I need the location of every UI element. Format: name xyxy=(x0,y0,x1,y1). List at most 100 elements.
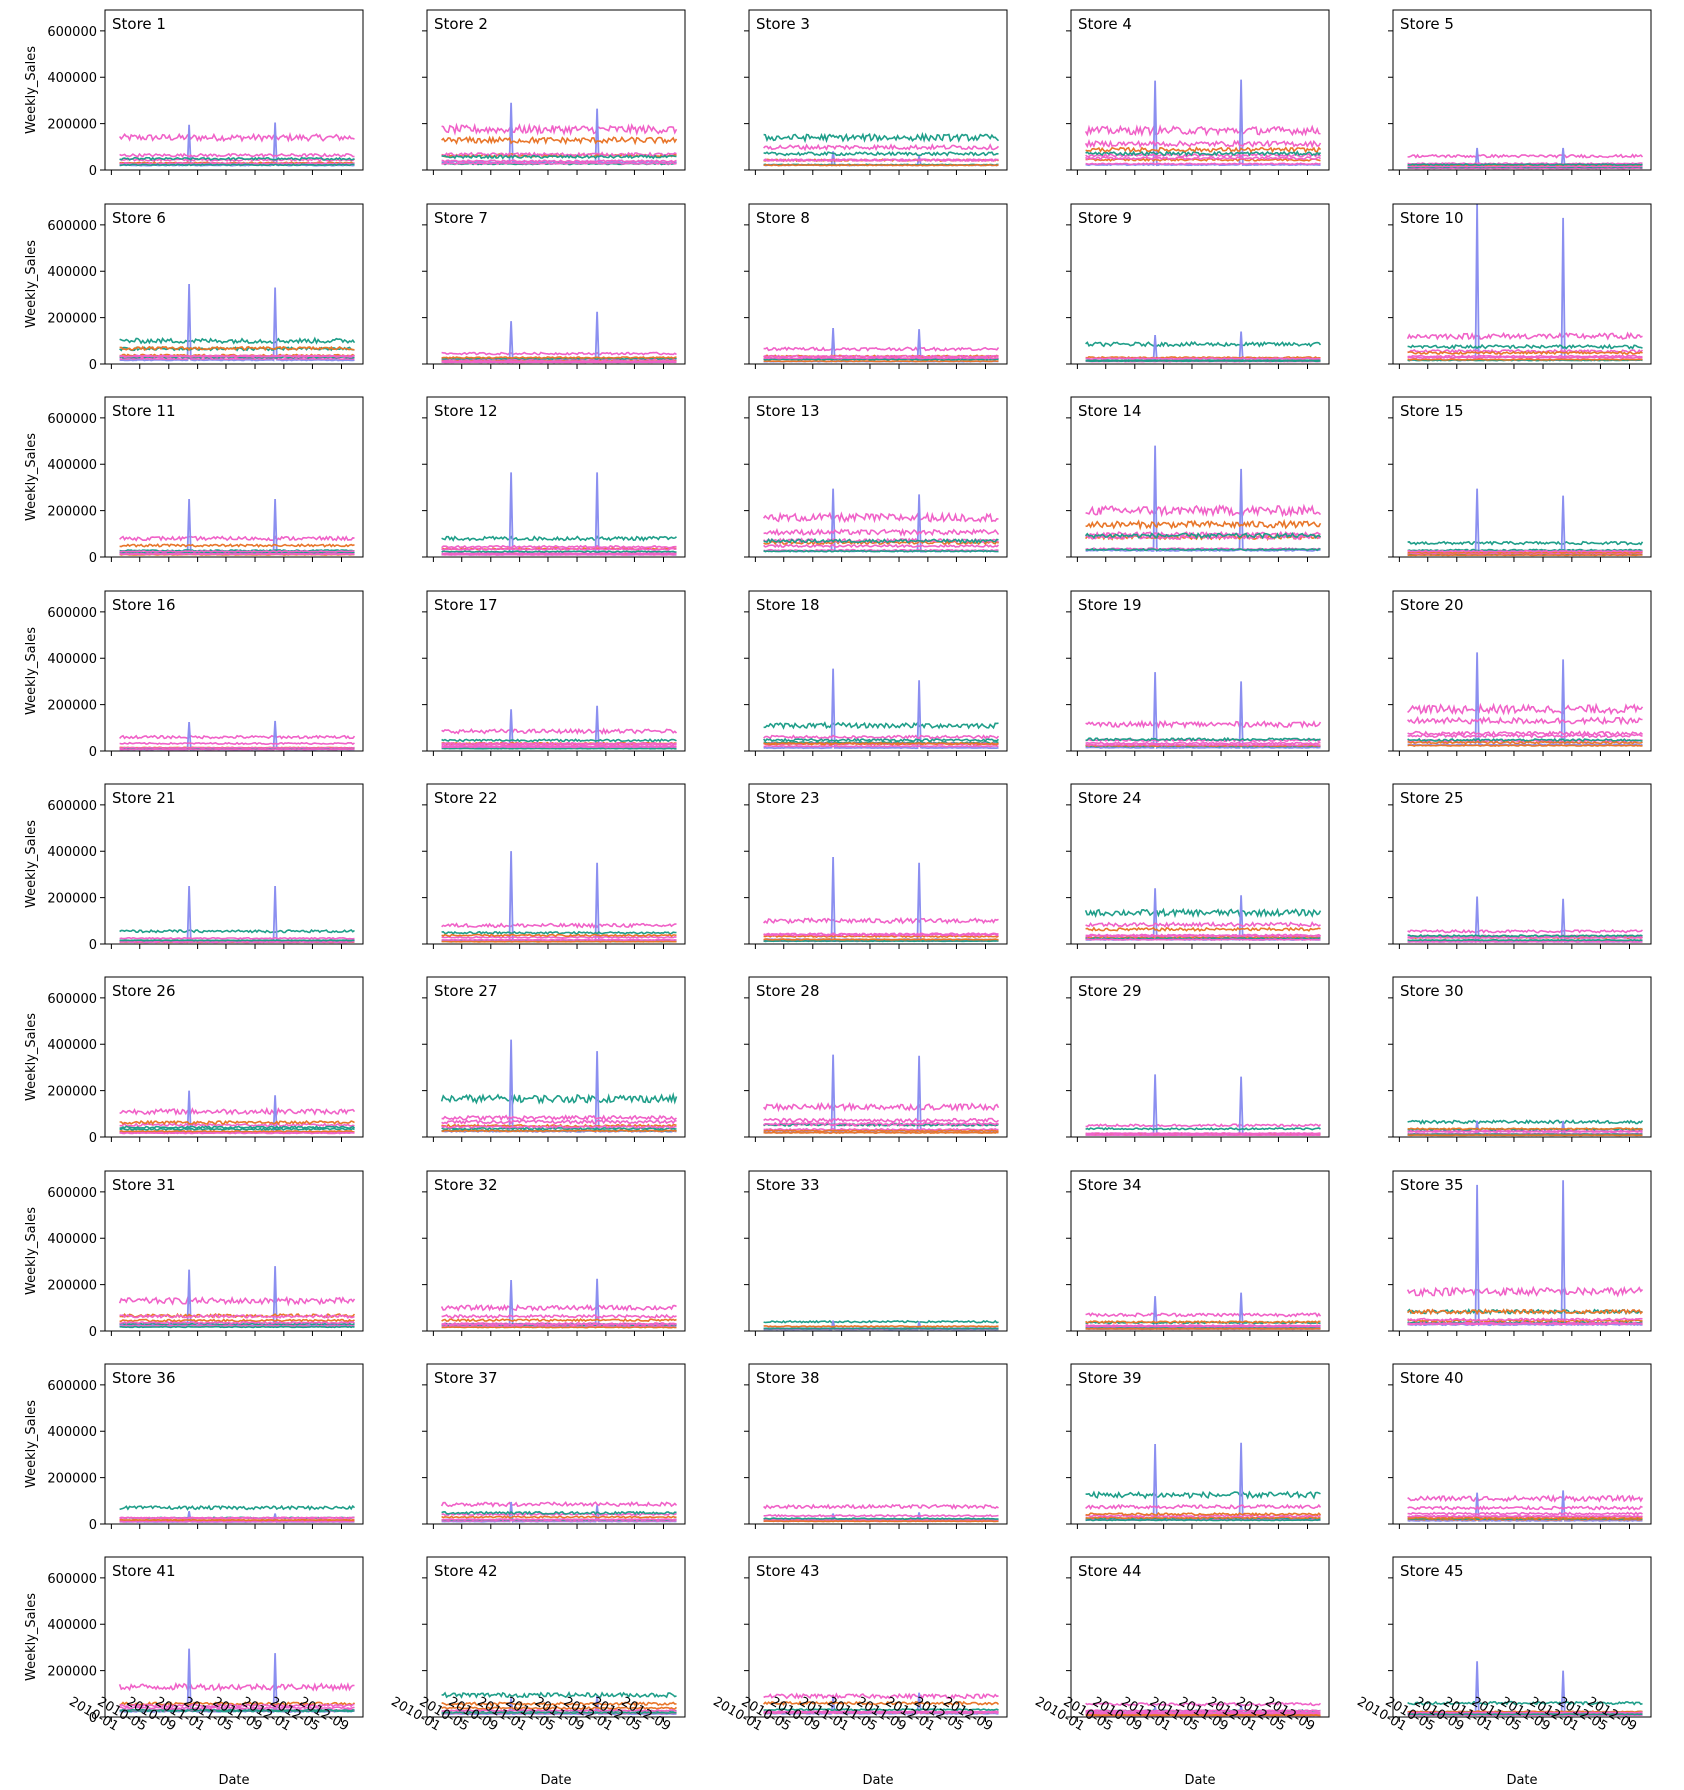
axes-frame xyxy=(104,783,364,945)
series-line xyxy=(1085,743,1321,747)
subplot-store-9: Store 9 xyxy=(1066,203,1330,369)
subplot-store-37: Store 37 xyxy=(422,1363,686,1529)
subplot-title: Store 21 xyxy=(112,789,176,807)
axes-frame xyxy=(104,1363,364,1525)
y-tick-label: 0 xyxy=(89,164,97,179)
series-line xyxy=(1407,733,1643,739)
series-group xyxy=(1406,1180,1644,1327)
series-line xyxy=(763,354,999,359)
axes-frame xyxy=(748,783,1008,945)
series-line xyxy=(1407,165,1643,168)
series-group xyxy=(1407,1661,1643,1717)
series-line xyxy=(763,143,1000,152)
series-line xyxy=(119,741,355,746)
series-line xyxy=(1085,359,1321,363)
axes-frame xyxy=(1070,203,1330,365)
subplot-store-21: Store 21 0 200000 400000 600000 Weekly_Sales xyxy=(24,783,364,953)
subplot-store-12: Store 12 xyxy=(422,396,686,562)
y-tick-label: 0 xyxy=(89,1711,97,1726)
subplot-store-34: Store 34 xyxy=(1066,1170,1330,1336)
series-line xyxy=(1084,155,1322,161)
axes-frame xyxy=(748,590,1008,752)
series-group xyxy=(118,122,356,167)
series-group xyxy=(1085,1701,1322,1717)
series-line xyxy=(1084,531,1322,540)
series-line xyxy=(763,1517,999,1520)
y-tick-label: 600000 xyxy=(47,219,97,234)
series-line xyxy=(119,357,355,361)
subplot-store-2: Store 2 xyxy=(422,9,686,175)
series-line xyxy=(119,152,355,159)
subplot-title: Store 29 xyxy=(1078,982,1142,1000)
subplot-store-4: Store 4 xyxy=(1066,9,1330,175)
subplot-store-38: Store 38 xyxy=(744,1363,1008,1529)
axes-frame xyxy=(1392,1363,1652,1525)
series-line xyxy=(1407,715,1643,726)
axes-frame xyxy=(1070,1170,1330,1332)
series-group xyxy=(763,1692,1000,1715)
y-tick-label: 200000 xyxy=(47,892,97,907)
subplot-title: Store 11 xyxy=(112,402,176,420)
series-line xyxy=(1407,1130,1643,1134)
series-line xyxy=(119,928,355,934)
x-axis-label: Date xyxy=(1184,1773,1215,1788)
subplot-title: Store 26 xyxy=(112,982,176,1000)
subplot-title: Store 17 xyxy=(434,596,498,614)
axes-frame xyxy=(1070,396,1330,558)
series-line xyxy=(1085,530,1321,539)
series-line xyxy=(119,1131,355,1135)
y-axis-label: Weekly_Sales xyxy=(24,1400,39,1488)
subplot-store-20: Store 20 xyxy=(1388,590,1652,756)
subplot-store-14: Store 14 xyxy=(1066,396,1330,562)
subplot-store-11: Store 11 0 200000 400000 600000 Weekly_Sales xyxy=(24,396,364,566)
series-line xyxy=(1085,738,1322,743)
y-tick-label: 0 xyxy=(89,1325,97,1340)
series-line xyxy=(1407,163,1643,167)
subplot-store-30: Store 30 xyxy=(1388,976,1652,1142)
series-line xyxy=(1406,1285,1644,1298)
series-line xyxy=(441,1701,677,1707)
subplot-store-13: Store 13 xyxy=(744,396,1008,562)
series-line xyxy=(1085,736,1321,742)
series-line xyxy=(763,1520,999,1523)
series-group xyxy=(763,668,1000,750)
y-axis-label: Weekly_Sales xyxy=(24,1207,39,1295)
subplot-title: Store 13 xyxy=(756,402,820,420)
series-group xyxy=(440,1278,677,1329)
series-line xyxy=(1407,1180,1643,1327)
series-line xyxy=(1407,1713,1643,1716)
series-line xyxy=(1085,1123,1322,1128)
series-line xyxy=(1407,551,1643,554)
subplot-store-33: Store 33 xyxy=(744,1170,1008,1336)
series-line xyxy=(441,933,677,938)
series-line xyxy=(1407,1321,1643,1325)
series-line xyxy=(1085,1709,1321,1713)
subplot-title: Store 36 xyxy=(112,1369,176,1387)
subplot-title: Store 32 xyxy=(434,1176,498,1194)
series-line xyxy=(1085,926,1321,932)
subplot-store-40: Store 40 xyxy=(1388,1363,1652,1529)
series-group xyxy=(1084,445,1322,553)
subplot-title: Store 20 xyxy=(1400,596,1464,614)
series-line xyxy=(441,351,677,356)
series-line xyxy=(1407,343,1643,350)
series-line xyxy=(441,1711,677,1715)
series-line xyxy=(1406,331,1643,341)
series-line xyxy=(441,1512,677,1517)
series-line xyxy=(119,156,355,162)
series-group xyxy=(1085,672,1322,749)
y-axis-label: Weekly_Sales xyxy=(24,627,39,715)
series-line xyxy=(1085,79,1321,167)
axes-frame xyxy=(426,203,686,365)
series-line xyxy=(763,1121,999,1127)
series-line xyxy=(1085,719,1322,730)
series-line xyxy=(119,157,356,163)
series-line xyxy=(441,1114,678,1122)
axes-frame xyxy=(426,1170,686,1332)
subplot-store-10: Store 10 xyxy=(1388,203,1652,369)
series-line xyxy=(119,1703,355,1708)
y-tick-label: 0 xyxy=(89,745,97,760)
series-line xyxy=(441,738,677,743)
subplot-title: Store 15 xyxy=(1400,402,1464,420)
series-line xyxy=(441,743,677,747)
